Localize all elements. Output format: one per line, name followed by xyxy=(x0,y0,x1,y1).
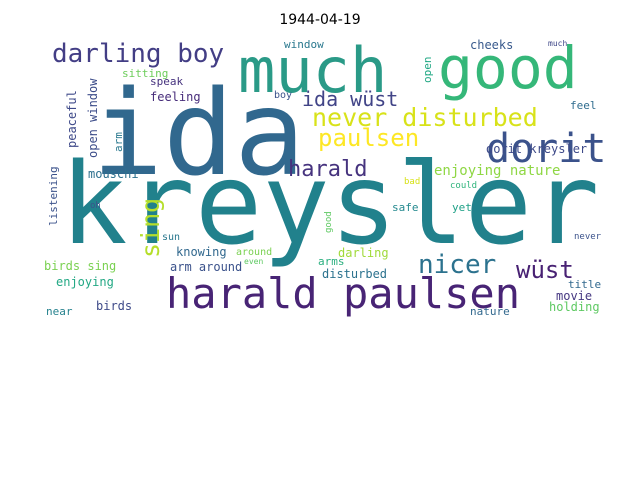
word-label: never disturbed xyxy=(312,103,538,132)
word-label: knowing xyxy=(176,245,227,259)
word-label: sitting xyxy=(122,67,168,80)
word-label: feel xyxy=(570,99,597,112)
word-label: enjoying nature xyxy=(434,163,560,179)
word-label: oh xyxy=(90,201,101,211)
word-label: even xyxy=(244,257,263,266)
word-label: dorit kreysler xyxy=(486,142,587,156)
word-label: disturbed xyxy=(322,267,387,281)
word-label: arm around xyxy=(170,260,242,274)
word-label: yet xyxy=(452,201,472,214)
word-label: birds xyxy=(96,299,132,313)
word-label: ida wüst xyxy=(302,87,398,111)
word-label: safe xyxy=(392,201,419,214)
word-label: cheeks xyxy=(470,38,513,52)
word-label: feeling xyxy=(150,90,201,104)
word-label: dorit xyxy=(486,126,606,172)
word-label: never xyxy=(574,232,602,242)
word-label: boy xyxy=(274,90,292,101)
chart-title: 1944-04-19 xyxy=(279,12,361,28)
word-label: sing xyxy=(136,198,165,258)
word-label: ida xyxy=(92,64,305,202)
word-label: listening xyxy=(47,166,60,226)
word-label: harald paulsen xyxy=(166,269,520,318)
word-label: open xyxy=(421,57,434,84)
word-label: much xyxy=(548,39,567,48)
word-label: could xyxy=(450,181,477,191)
word-label: window xyxy=(284,38,324,51)
word-label: darling boy xyxy=(52,39,224,69)
word-label: peaceful xyxy=(65,90,79,148)
word-label: arms xyxy=(318,255,345,268)
word-label: birds sing xyxy=(44,259,116,273)
word-label: good xyxy=(438,34,578,102)
word-label: open window xyxy=(86,78,100,158)
word-label: nature xyxy=(470,305,510,318)
word-label: wüst xyxy=(516,256,574,284)
word-label: holding xyxy=(549,300,600,314)
word-label: bad xyxy=(404,177,420,187)
word-label: speak xyxy=(150,75,183,88)
word-label: good xyxy=(324,211,334,233)
word-label: mouschi xyxy=(88,167,139,181)
word-label: enjoying xyxy=(56,275,114,289)
word-label: much xyxy=(238,34,387,107)
word-label: sun xyxy=(162,232,180,243)
word-label: kreysler xyxy=(60,140,599,270)
word-label: arm xyxy=(112,132,125,152)
word-label: darling xyxy=(338,246,389,260)
word-label: near xyxy=(46,305,73,318)
word-label: title xyxy=(568,278,601,291)
word-label: movie xyxy=(556,289,592,303)
word-label: paulsen xyxy=(318,124,419,152)
word-label: nicer xyxy=(418,250,496,280)
word-label: around xyxy=(236,247,272,258)
word-label: harald xyxy=(288,157,367,182)
